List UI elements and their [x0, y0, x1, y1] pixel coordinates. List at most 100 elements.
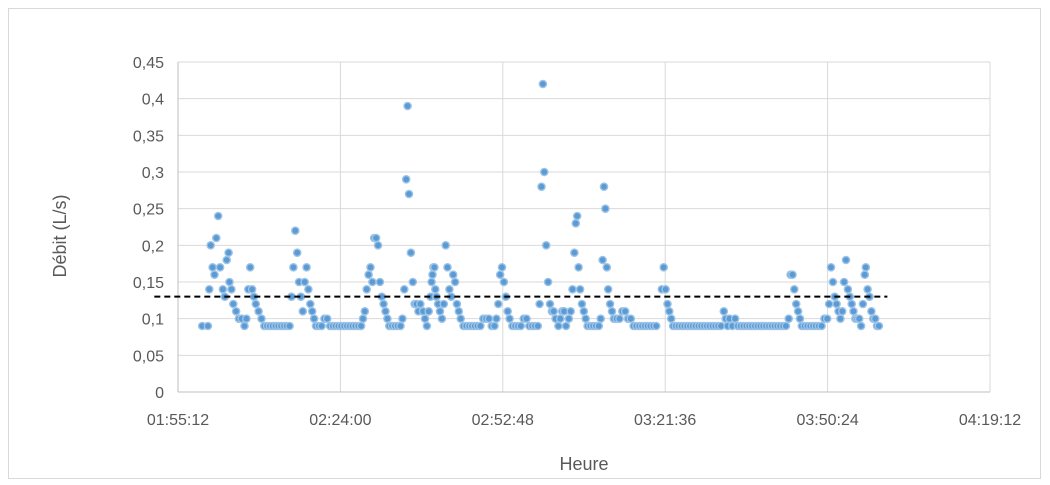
data-point	[863, 284, 872, 294]
data-point	[289, 262, 298, 272]
data-point	[364, 270, 373, 280]
data-point	[651, 321, 661, 331]
data-point	[605, 299, 615, 309]
data-point	[791, 299, 801, 309]
data-point	[454, 306, 464, 316]
data-point	[406, 248, 416, 257]
data-point	[490, 321, 499, 331]
data-point	[381, 306, 390, 316]
data-point	[575, 284, 585, 294]
data-point	[790, 284, 799, 294]
data-point	[861, 262, 871, 272]
data-point	[832, 299, 841, 309]
chart-border	[8, 8, 1041, 479]
data-point	[257, 314, 266, 324]
data-point	[304, 284, 313, 294]
data-point	[240, 321, 249, 331]
data-point	[213, 211, 223, 221]
data-point	[607, 306, 617, 316]
data-point	[430, 284, 440, 294]
data-point	[566, 306, 576, 316]
data-point	[307, 306, 317, 316]
data-point	[358, 314, 368, 324]
data-point	[571, 218, 581, 228]
data-point	[356, 321, 366, 331]
data-point	[441, 240, 451, 250]
data-point	[620, 306, 630, 316]
data-point	[556, 314, 565, 324]
data-point	[817, 321, 826, 331]
data-point	[839, 277, 849, 287]
x-axis-title: Heure	[559, 454, 608, 474]
tick-labels: 0 0,05 0,1 0,15 0,2 0,25 0,3 0,35 0,4 0,45 01:55:1…	[133, 55, 1021, 429]
data-point	[666, 314, 676, 324]
data-point	[408, 277, 418, 287]
data-point	[602, 262, 612, 272]
data-point	[568, 284, 577, 294]
data-point	[439, 299, 449, 309]
data-point	[577, 299, 587, 309]
data-point	[371, 233, 381, 243]
data-point	[516, 321, 526, 331]
data-point	[242, 314, 251, 324]
data-point	[626, 314, 636, 324]
data-point	[208, 262, 217, 272]
data-point	[225, 277, 234, 287]
data-point	[599, 182, 609, 191]
data-point	[781, 321, 791, 331]
data-point	[849, 306, 858, 316]
data-point	[867, 306, 876, 316]
data-point	[206, 240, 215, 250]
axes	[177, 62, 990, 393]
y-tick-label: 0,3	[142, 165, 164, 182]
y-tick-label: 0	[155, 385, 164, 402]
data-points	[197, 79, 884, 331]
data-point	[285, 321, 294, 331]
data-point	[211, 233, 221, 243]
data-point	[856, 321, 866, 331]
data-point	[659, 262, 669, 272]
data-point	[379, 299, 388, 309]
data-point	[362, 284, 372, 294]
data-point	[824, 299, 834, 309]
x-tick-label: 03:50:24	[796, 412, 858, 429]
data-point	[497, 262, 507, 272]
data-point	[537, 182, 546, 191]
data-point	[360, 306, 370, 316]
data-point	[492, 314, 501, 324]
data-point	[598, 255, 607, 265]
data-point	[228, 299, 238, 309]
data-point	[428, 270, 437, 280]
data-point	[828, 277, 838, 287]
data-point	[564, 314, 574, 324]
x-tick-label: 04:19:12	[959, 412, 1021, 429]
data-point	[300, 277, 310, 287]
data-point	[404, 189, 414, 199]
data-point	[373, 240, 383, 250]
data-point	[218, 284, 228, 294]
data-point	[452, 299, 462, 309]
y-tick-label: 0,4	[142, 92, 164, 109]
data-point	[222, 255, 231, 265]
y-tick-label: 0,05	[133, 348, 164, 365]
data-point	[499, 277, 509, 287]
data-point	[231, 306, 241, 316]
data-point	[601, 204, 610, 213]
data-point	[822, 314, 832, 324]
data-point	[437, 314, 447, 324]
data-point	[574, 262, 583, 272]
data-point	[836, 314, 845, 324]
data-point	[543, 277, 553, 287]
data-point	[841, 255, 851, 265]
data-point	[224, 248, 233, 257]
data-point	[424, 306, 434, 316]
data-point	[227, 284, 236, 294]
data-point	[383, 314, 392, 324]
data-point	[663, 299, 672, 309]
data-point	[368, 277, 377, 287]
data-point	[793, 306, 803, 316]
data-point	[204, 284, 214, 294]
data-point	[533, 321, 543, 331]
